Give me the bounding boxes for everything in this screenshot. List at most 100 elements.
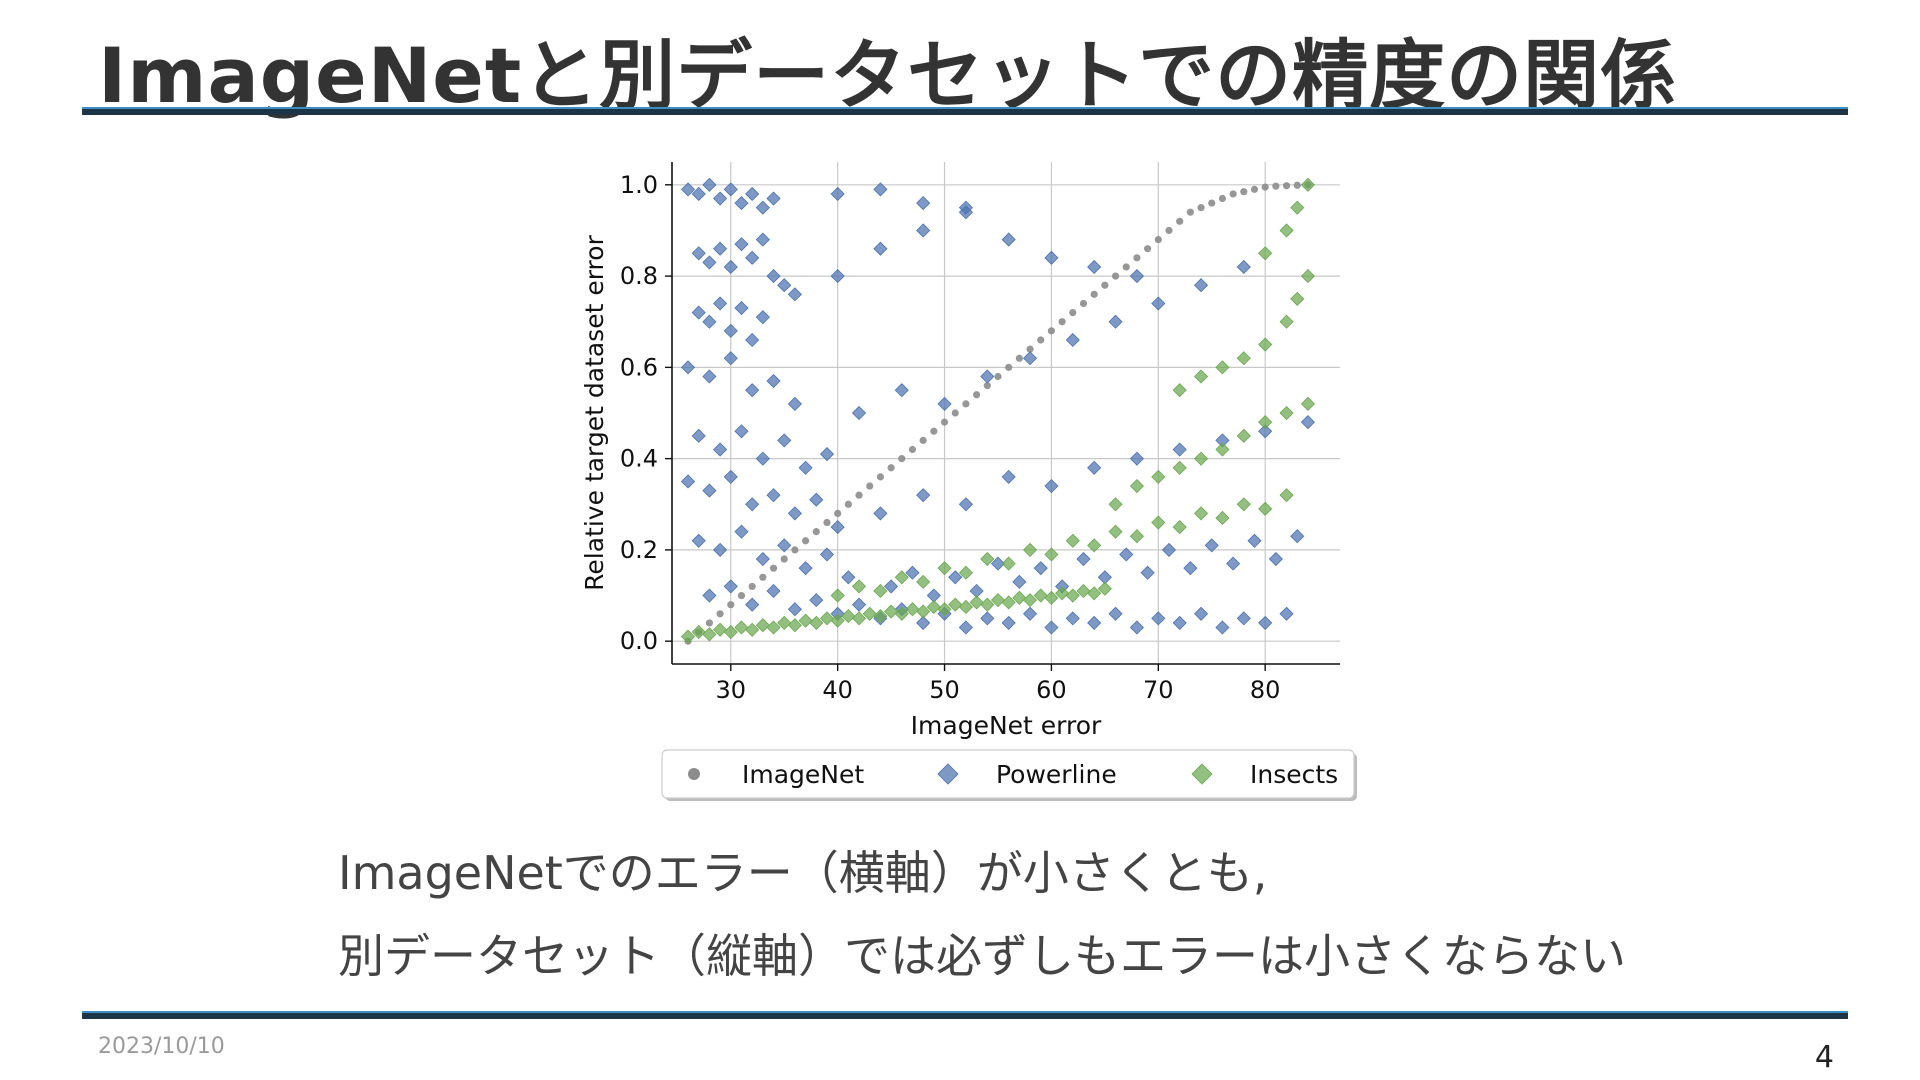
powerline-point [1087,460,1102,475]
powerline-point [734,300,749,316]
powerline-point [1129,620,1144,635]
insects-point [830,613,845,628]
powerline-point [1087,259,1102,275]
insects-point [1290,291,1305,306]
insects-point [1279,405,1294,421]
powerline-point [734,196,749,211]
powerline-point [873,182,888,197]
insects-point [1065,588,1080,603]
insects-point [1172,383,1187,398]
powerline-point [1236,259,1251,275]
powerline-point [958,200,973,215]
imagenet-point [1101,281,1109,289]
powerline-point [873,506,888,521]
powerline-point [1290,529,1305,544]
powerline-point [766,373,781,389]
powerline-point [1140,565,1155,580]
insects-point [1258,415,1273,430]
insects-point [1279,314,1294,329]
powerline-point [702,369,717,384]
insects-point [1279,488,1294,503]
powerline-point [723,351,738,366]
imagenet-point [1047,327,1056,335]
powerline-point [1129,269,1144,284]
powerline-point [1001,469,1016,484]
powerline-point [916,488,931,503]
powerline-point [958,497,973,512]
legend-insects-label: Insects [1250,760,1338,789]
insects-point [798,613,813,628]
legend-insects-marker [1191,763,1213,785]
powerline-point [1044,250,1059,265]
powerline-point [766,269,781,284]
insects-point [841,609,856,624]
imagenet-point [1282,182,1291,190]
powerline-point [1258,615,1273,630]
insects-point [1151,515,1166,530]
insects-point [905,602,920,617]
insects-point [873,583,888,599]
insects-point [766,620,781,635]
x-tick-label: 70 [1143,676,1174,704]
legend-imagenet-label: ImageNet [742,760,864,789]
insects-point [745,622,760,637]
powerline-point [830,269,845,284]
imagenet-point [973,391,981,399]
insects-point [1108,524,1123,539]
powerline-point [1033,561,1048,576]
powerline-point [691,533,706,548]
powerline-point [1001,615,1016,630]
insects-point [884,604,899,619]
imagenet-point [1272,182,1280,190]
powerline-point [916,223,931,238]
insects-point [969,595,984,610]
powerline-point [702,177,717,192]
powerline-point [1204,538,1219,553]
insects-point [713,622,728,637]
footer-rule [82,1011,1848,1019]
powerline-point [755,551,770,567]
imagenet-point [1165,226,1173,235]
powerline-point [777,433,792,448]
imagenet-point [940,418,949,426]
powerline-point [1226,556,1241,571]
insects-point [1129,478,1144,494]
title-rule [82,107,1848,115]
legend-box [661,749,1355,799]
insects-point [937,561,952,576]
powerline-point [702,255,717,270]
x-tick-label: 80 [1250,676,1281,704]
x-tick-label: 40 [822,676,853,704]
insects-point [734,620,749,635]
imagenet-point [769,564,778,572]
powerline-point [745,597,760,612]
powerline-point [766,191,781,206]
insects-point [777,615,792,630]
insects-point [1236,351,1251,366]
imagenet-point [834,509,842,517]
powerline-point [1044,620,1059,635]
powerline-point [1022,351,1038,366]
powerline-point [1247,533,1262,548]
powerline-point [777,278,792,293]
insects-point [873,609,888,624]
insects-point [916,604,931,619]
powerline-point [916,615,931,630]
insects-point [691,624,706,640]
imagenet-point [930,427,938,435]
powerline-point [702,483,717,498]
imagenet-point [1208,199,1216,207]
powerline-point [1172,615,1187,630]
powerline-point [691,428,706,443]
y-tick-label: 0.8 [620,262,658,290]
powerline-point [830,186,845,202]
powerline-point [1193,606,1209,621]
insects-point [1172,520,1187,535]
powerline-point [980,369,995,384]
imagenet-point [1176,217,1184,225]
insects-point [1258,246,1273,261]
imagenet-point [1122,263,1130,271]
powerline-point [1119,547,1134,562]
powerline-point [702,314,717,329]
powerline-point [1108,314,1123,329]
